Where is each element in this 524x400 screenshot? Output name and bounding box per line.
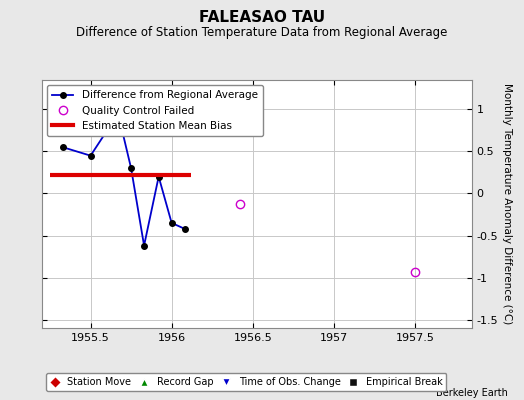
- Text: FALEASAO TAU: FALEASAO TAU: [199, 10, 325, 25]
- Legend: Station Move, Record Gap, Time of Obs. Change, Empirical Break: Station Move, Record Gap, Time of Obs. C…: [46, 373, 446, 391]
- Text: Berkeley Earth: Berkeley Earth: [436, 388, 508, 398]
- Text: Difference of Station Temperature Data from Regional Average: Difference of Station Temperature Data f…: [77, 26, 447, 39]
- Y-axis label: Monthly Temperature Anomaly Difference (°C): Monthly Temperature Anomaly Difference (…: [502, 83, 512, 325]
- Legend: Difference from Regional Average, Quality Control Failed, Estimated Station Mean: Difference from Regional Average, Qualit…: [47, 85, 263, 136]
